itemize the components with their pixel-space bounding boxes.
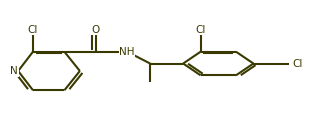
Text: NH: NH	[119, 47, 135, 57]
Text: N: N	[11, 66, 18, 76]
Text: Cl: Cl	[28, 25, 38, 35]
Text: Cl: Cl	[292, 58, 302, 68]
Text: O: O	[91, 25, 100, 35]
Text: Cl: Cl	[195, 25, 206, 35]
